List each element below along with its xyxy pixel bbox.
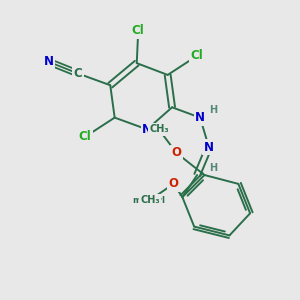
Text: CH₃: CH₃ <box>149 124 169 134</box>
Text: Cl: Cl <box>79 130 92 143</box>
Text: methyl: methyl <box>132 196 165 205</box>
Text: Cl: Cl <box>191 49 203 62</box>
Text: N: N <box>195 111 205 124</box>
Text: CH₃: CH₃ <box>140 195 160 205</box>
Text: Cl: Cl <box>132 24 145 37</box>
Text: C: C <box>74 67 82 80</box>
Text: N: N <box>44 55 53 68</box>
Text: N: N <box>142 123 152 136</box>
Text: O: O <box>172 146 182 159</box>
Text: H: H <box>209 105 218 115</box>
Text: N: N <box>204 141 214 154</box>
Text: O: O <box>169 177 178 190</box>
Text: H: H <box>209 163 218 173</box>
